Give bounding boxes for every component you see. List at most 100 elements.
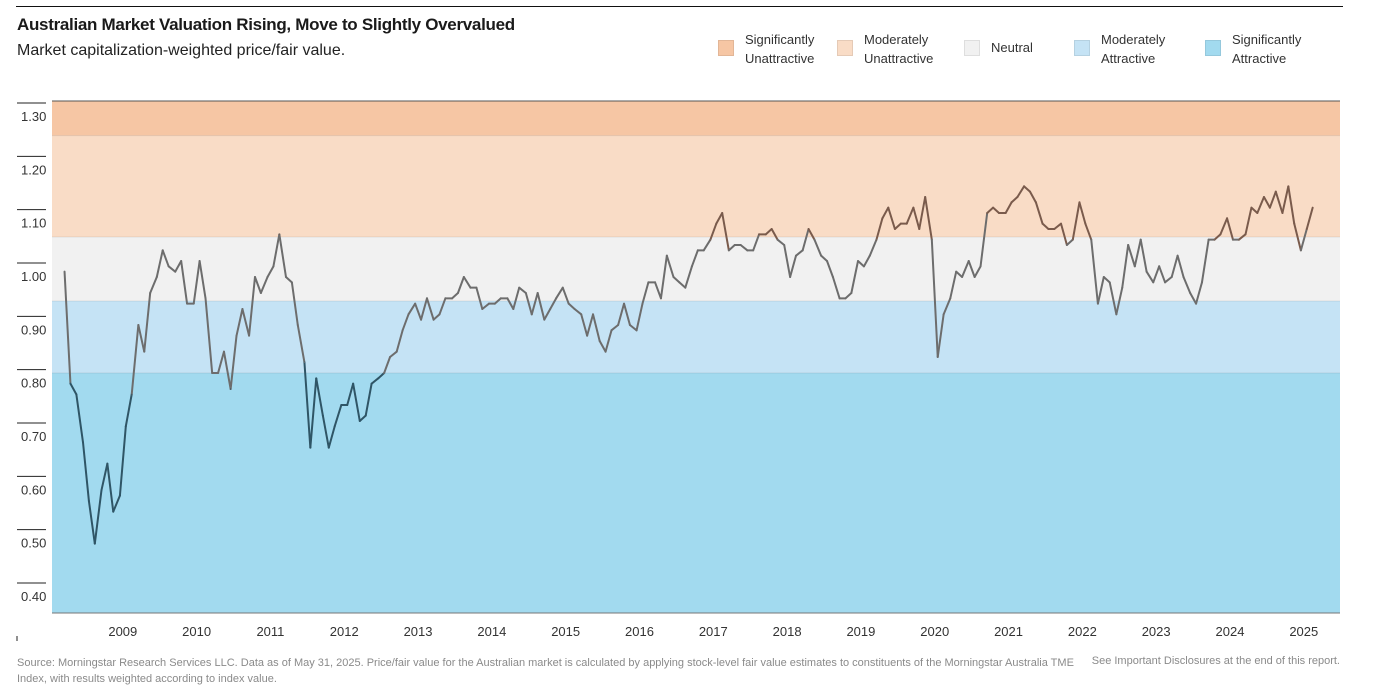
series-segment <box>764 228 773 236</box>
series-segment <box>1065 238 1074 246</box>
data-point <box>82 441 84 443</box>
data-point <box>931 239 933 241</box>
data-point <box>1060 223 1062 225</box>
data-point <box>826 260 828 262</box>
series-segment <box>684 265 693 289</box>
series-segment <box>118 425 127 497</box>
y-tick-label: 1.10 <box>21 216 46 231</box>
y-tick-label: 1.00 <box>21 269 46 284</box>
data-point <box>88 500 90 502</box>
data-point <box>1016 196 1019 198</box>
data-point <box>955 271 957 273</box>
series-segment <box>752 233 761 252</box>
series-segment <box>628 324 638 332</box>
legend-significantly-unattractive: Significantly Unattractive <box>718 30 845 68</box>
data-point <box>1005 212 1007 214</box>
top-rule <box>16 6 1343 7</box>
data-point <box>943 313 945 315</box>
series-segment <box>106 462 115 513</box>
series-segment <box>1244 206 1253 236</box>
series-segment <box>475 286 484 310</box>
x-tick-label: 2013 <box>404 624 433 639</box>
data-point <box>518 287 520 289</box>
data-point <box>924 196 926 198</box>
data-point <box>783 244 785 246</box>
data-point <box>1097 303 1099 305</box>
data-point <box>998 212 1000 214</box>
series-segment <box>518 286 527 294</box>
x-tick-label: 2021 <box>994 624 1023 639</box>
data-point <box>549 308 551 310</box>
data-point <box>199 260 201 262</box>
data-point <box>1269 207 1271 209</box>
data-point <box>1084 223 1086 225</box>
data-point <box>149 292 151 294</box>
series-segment <box>222 350 232 390</box>
data-point <box>974 276 976 278</box>
data-point <box>1250 207 1253 209</box>
series-segment <box>493 297 502 305</box>
data-point <box>875 239 878 241</box>
data-point <box>1103 276 1105 278</box>
data-point <box>635 329 638 331</box>
data-point <box>69 383 72 385</box>
series-segment <box>567 302 576 310</box>
series-segment <box>112 494 121 513</box>
series-segment <box>321 414 330 449</box>
legend-swatch <box>837 40 853 56</box>
data-point <box>285 276 287 278</box>
data-point <box>746 249 748 251</box>
data-point <box>623 303 625 305</box>
data-point <box>1078 201 1081 203</box>
data-point <box>1164 281 1166 283</box>
data-point <box>235 335 238 337</box>
band-moderately-attractive <box>52 301 1340 373</box>
series-segment <box>604 329 613 353</box>
series-segment <box>1189 292 1198 305</box>
data-point <box>217 372 219 374</box>
data-point <box>543 319 545 321</box>
data-point <box>1226 217 1228 219</box>
x-tick-label: 2014 <box>477 624 506 639</box>
data-point <box>813 239 816 241</box>
disclosure-note: See Important Disclosures at the end of … <box>1091 655 1340 667</box>
data-point <box>469 287 472 289</box>
data-point <box>684 287 686 289</box>
series-segment <box>918 196 927 230</box>
series-segment <box>93 489 103 545</box>
data-point <box>752 249 754 251</box>
series-segment <box>1096 276 1105 305</box>
series-segment <box>1071 201 1081 241</box>
series-segment <box>1023 185 1031 193</box>
x-tick-label: 2023 <box>1142 624 1171 639</box>
legend-moderately-attractive: Moderately Attractive <box>1074 30 1201 68</box>
data-point <box>1109 281 1111 283</box>
data-point <box>475 287 478 289</box>
series-segment <box>266 265 275 278</box>
x-tick-label: 2022 <box>1068 624 1097 639</box>
series-segment <box>253 276 262 294</box>
data-point <box>500 297 502 299</box>
series-segment <box>586 313 595 337</box>
data-point <box>1127 244 1129 246</box>
data-point <box>881 217 883 219</box>
data-point <box>912 207 914 209</box>
series-segment <box>795 249 804 257</box>
data-point <box>1171 276 1173 278</box>
data-point <box>807 228 810 230</box>
data-point <box>315 377 317 379</box>
data-point <box>309 447 311 449</box>
series-segment <box>1108 281 1118 316</box>
series-segment <box>955 270 964 278</box>
data-point <box>647 281 649 283</box>
series-segment <box>327 425 336 449</box>
series-segment <box>161 249 170 268</box>
series-segment <box>1115 286 1124 316</box>
x-tick-label: 2020 <box>920 624 949 639</box>
series-segment <box>241 308 251 337</box>
data-point <box>383 372 385 374</box>
series-segment <box>155 249 164 278</box>
series-segment <box>949 270 958 300</box>
data-point <box>100 489 103 491</box>
y-tick-label: 0.90 <box>21 322 46 337</box>
